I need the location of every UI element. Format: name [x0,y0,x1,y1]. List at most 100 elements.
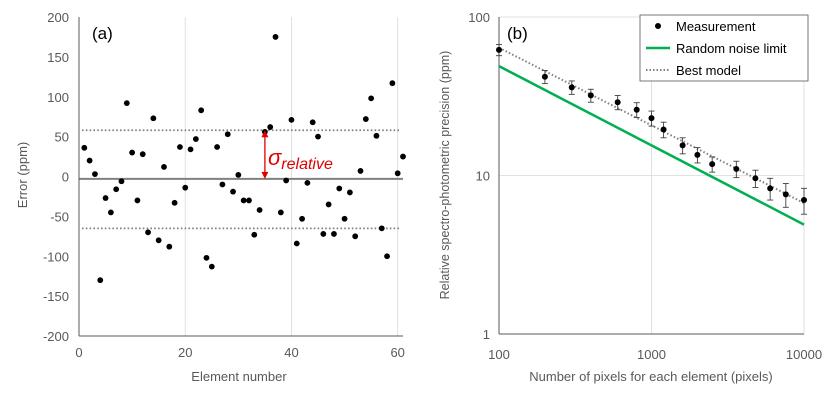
panel-a-point [320,231,327,237]
panel-a-reference-lines [79,129,403,230]
panel-a-point [288,116,295,123]
panel-b-chart: 100 1000 10000 1 10 100 (b) Number of pixels … [438,10,822,384]
panel-a-point [187,146,194,153]
panel-a-point [299,215,305,222]
panel-a-point [394,170,401,177]
panel-a-ytick-label: 200 [47,10,69,25]
panel-a-point [123,100,130,107]
panel-b-xtick-label: 1000 [637,347,666,362]
panel-a-point [346,189,353,196]
panel-a-ylabel: Error (ppm) [15,142,30,208]
panel-a-data-points [81,34,406,284]
panel-b-axes: 100 1000 10000 1 10 100 [468,10,822,362]
sigma-symbol: σ [268,145,282,170]
panel-a-point [208,263,215,270]
panel-a-xlabel: Element number [191,369,287,384]
sigma-subscript: relative [281,156,333,173]
measurement-point [568,84,575,91]
panel-a-point [309,119,316,126]
panel-a-point [304,179,311,186]
panel-a-point [203,254,210,261]
panel-b-ytick-label: 1 [483,327,490,342]
panel-a-point [331,231,337,237]
panel-a-point [219,181,226,188]
panel-a-axes: 0 20 40 60 -200 -150 -100 -50 0 50 100 150 200 [43,10,405,360]
legend-measurement-label: Measurement [676,19,756,34]
panel-a-point [166,243,173,250]
panel-a-point [182,184,189,191]
panel-a-xtick-label: 0 [75,345,82,360]
panel-a-point [251,231,258,238]
panel-a-ytick-label: 0 [62,170,69,185]
panel-b-label: (b) [507,24,528,43]
random-noise-limit-line [498,64,805,226]
measurement-point [694,151,701,158]
panel-a-ytick-label: 50 [55,130,69,145]
panel-a-point [198,107,205,114]
panel-a-xtick-label: 40 [284,345,298,360]
panel-a-point [357,168,364,174]
panel-a-point [171,199,178,206]
panel-a-point [118,178,125,185]
panel-a-point [283,177,290,184]
measurement-point [782,191,789,198]
panel-a-ytick-label: 150 [47,50,69,65]
panel-a-point [277,209,284,216]
panel-a-point [107,209,114,216]
measurement-point [767,185,774,192]
measurement-point [633,106,640,113]
panel-a-point [293,240,300,247]
panel-b-legend: Measurement Random noise limit Best mode… [639,14,809,82]
panel-b-ylabel: Relative spectro-photometric precision (… [438,51,452,300]
sigma-relative-annotation: σrelative [261,130,333,179]
panel-a-point [315,133,321,140]
panel-a-point [161,164,167,170]
panel-a-point [192,136,199,142]
legend-random-noise-label: Random noise limit [676,41,787,56]
panel-a-ytick-label: 100 [47,90,69,105]
panel-a-ytick-label: -50 [50,209,69,224]
panel-a-point [272,34,279,40]
panel-a-point [400,153,406,160]
legend-best-model-label: Best model [676,63,741,78]
sigma-arrow-head-top [261,130,269,138]
measurement-point [496,46,502,53]
panel-a-point [240,197,247,204]
panel-a-point [235,172,242,178]
panel-b-measurements [496,44,807,215]
panel-a-point [267,124,274,130]
panel-a-ytick-label: -150 [43,289,69,304]
panel-a-ytick-label: -200 [43,329,69,344]
panel-a-point [389,80,396,87]
measurement-point [801,197,807,204]
panel-a-point [155,237,162,244]
panel-a-point [81,144,88,151]
panel-a-point [139,151,146,158]
measurement-point [648,115,655,122]
panel-a-point [86,157,93,164]
panel-a-label: (a) [92,24,113,43]
panel-a-point [352,233,359,240]
panel-a-point [362,116,369,122]
panel-a-point [150,115,157,122]
legend-measurement-marker [655,23,661,29]
sigma-arrow-head-bottom [261,171,269,179]
panel-b-xlabel: Number of pixels for each element (pixel… [529,369,773,384]
panel-a-point [230,188,236,195]
measurement-point [541,73,548,80]
panel-a-point [134,197,141,204]
panel-a-point [378,225,385,232]
measurement-point [752,175,759,182]
measurement-point [614,99,621,106]
panel-a-ytick-label: -100 [43,249,69,264]
panel-a-xtick-label: 60 [390,345,404,360]
measurement-point [733,165,740,172]
panel-a-point [113,186,120,193]
panel-a-chart: 0 20 40 60 -200 -150 -100 -50 0 50 100 150 200 σrela… [15,10,406,384]
panel-b-xtick-label: 10000 [786,347,822,362]
measurement-point [660,126,667,133]
panel-a-point [177,144,183,150]
panel-a-xtick-label: 20 [178,345,192,360]
panel-a-gridlines [184,17,399,336]
